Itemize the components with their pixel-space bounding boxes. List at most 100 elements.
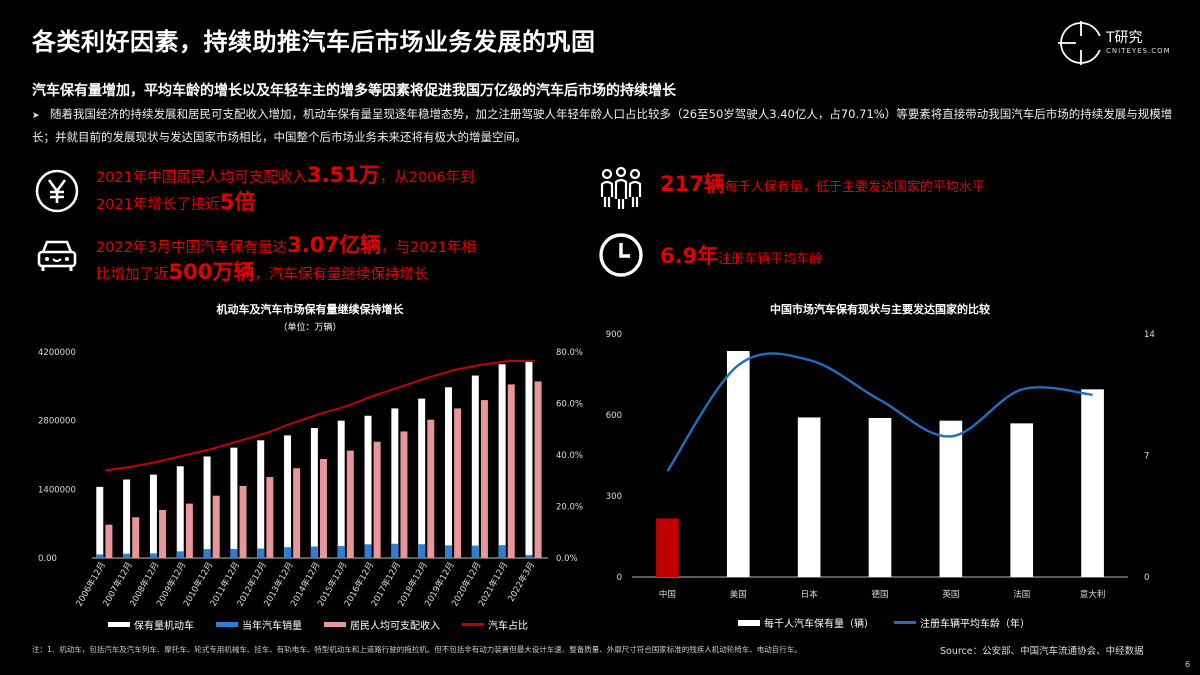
footnote: 注：1、机动车，包括汽车及汽车列车、摩托车、轮式专用机械车、挂车、有轨电车、特型… (32, 645, 802, 654)
bar-cars-per-thousand (868, 417, 892, 577)
bar-motor-vehicles (471, 375, 479, 558)
bar-car-sales (444, 545, 452, 558)
stat-income-growth: 5倍 (219, 190, 256, 214)
bar-motor-vehicles (257, 440, 265, 558)
y-tick-label: 0.00 (38, 554, 57, 564)
stat-income-text-1: 2021年中国居民人均可支配收入 (96, 170, 307, 186)
legend-label: 每千人汽车保有量（辆） (764, 619, 874, 630)
intro-paragraph: ➤ 随着我国经济的持续发展和居民可支配收入增加，机动车保有量呈现逐年稳增态势，加之… (32, 104, 1182, 148)
bar-motor-vehicles (96, 486, 104, 558)
y2-tick-label: 0 (1144, 573, 1149, 583)
bar-motor-vehicles (418, 398, 426, 558)
stat-cars: 2022年3月中国汽车保有量达3.07亿辆，与2021年相 比增加了近500万辆… (96, 233, 476, 287)
bar-motor-vehicles (203, 456, 211, 558)
y2-tick-label: 40.0% (556, 451, 583, 461)
stat-vehicle-age-value: 6.9年 (660, 244, 719, 268)
x-tick-label: 意大利 (1080, 589, 1106, 600)
bar-cars-per-thousand (656, 518, 679, 577)
left-chart: 0.00 1400000 2800000 4200000 0.0% 20.0% 40.0% 6… (38, 348, 583, 608)
bar-motor-vehicles (364, 415, 372, 558)
bar-disposable-income (159, 509, 167, 558)
bar-motor-vehicles (525, 360, 533, 558)
stat-per-thousand: 217辆每千人保有量，低于主要发达国家的平均水平 (660, 172, 985, 200)
legend-swatch (462, 623, 484, 626)
stat-vehicle-age: 6.9年注册车辆平均车龄 (660, 244, 822, 272)
page-title: 各类利好因素，持续助推汽车后市场业务发展的巩固 (32, 28, 596, 56)
bar-car-sales (310, 546, 318, 558)
bar-motor-vehicles (337, 420, 345, 558)
legend-label: 保有量机动车 (134, 621, 194, 632)
bar-car-sales (257, 548, 265, 558)
y-tick-label: 4200000 (38, 348, 76, 358)
clock-icon (599, 233, 643, 277)
legend-item-motor: 保有量机动车 (108, 617, 194, 632)
stat-per-thousand-value: 217辆 (660, 172, 725, 196)
bar-car-sales (337, 545, 345, 558)
left-legend: 保有量机动车 当年汽车销量 居民人均可支配收入 汽车占比 (108, 617, 528, 632)
stat-cars-increase: 500万辆 (168, 260, 255, 284)
bar-car-sales (471, 545, 479, 558)
legend-swatch (216, 622, 238, 627)
bar-car-sales (391, 543, 399, 558)
legend-item-per-thousand: 每千人汽车保有量（辆） (738, 615, 874, 630)
y2-tick-label: 14 (1144, 330, 1155, 340)
x-tick-label: 中国 (659, 589, 676, 600)
legend-swatch (324, 622, 346, 627)
y-tick-label: 300 (606, 492, 622, 502)
legend-label: 居民人均可支配收入 (350, 621, 440, 632)
stat-cars-text-3: 比增加了近 (96, 267, 169, 283)
logo-mark-icon (1058, 21, 1104, 65)
bar-disposable-income (507, 384, 515, 558)
legend-item-ratio: 汽车占比 (462, 617, 528, 632)
bar-cars-per-thousand (797, 417, 821, 577)
bar-car-sales (525, 555, 533, 558)
y2-tick-label: 60.0% (556, 400, 583, 410)
y-tick-label: 0 (617, 573, 622, 583)
stat-income-text-3: 2021年增长了接近 (96, 197, 220, 213)
bar-motor-vehicles (391, 408, 399, 558)
bar-car-sales (203, 549, 211, 558)
bar-disposable-income (480, 400, 488, 558)
right-chart-title: 中国市场汽车保有现状与主要发达国家的比较 (770, 303, 990, 316)
left-chart-unit: （单位：万辆） (278, 323, 342, 333)
legend-item-income: 居民人均可支配收入 (324, 617, 440, 632)
bar-disposable-income (266, 477, 274, 558)
brand-url: CNITEYES.COM (1106, 47, 1171, 55)
line-average-vehicle-age (666, 352, 1093, 472)
page-number: 6 (1185, 660, 1191, 669)
x-tick-label: 日本 (801, 589, 819, 600)
bar-motor-vehicles (230, 447, 238, 558)
bar-car-sales (176, 551, 184, 558)
legend-swatch (108, 622, 130, 627)
legend-label: 当年汽车销量 (242, 621, 302, 632)
bar-cars-per-thousand (1010, 423, 1034, 577)
stat-cars-text-1: 2022年3月中国汽车保有量达 (96, 240, 288, 256)
bar-cars-per-thousand (1081, 389, 1104, 577)
legend-swatch (894, 621, 916, 624)
bar-disposable-income (105, 524, 113, 558)
bar-motor-vehicles (498, 364, 506, 558)
car-icon (37, 240, 77, 271)
bar-motor-vehicles (176, 466, 184, 558)
stat-cars-text-2: ，与2021年相 (380, 240, 476, 256)
y2-tick-label: 0.0% (556, 554, 578, 564)
line-car-ratio (105, 360, 535, 472)
legend-label: 汽车占比 (488, 621, 528, 632)
bar-motor-vehicles (284, 435, 292, 558)
bar-disposable-income (239, 485, 247, 558)
bar-car-sales (96, 554, 104, 558)
stat-income-text-2: ，从2006年到 (379, 170, 475, 186)
sub-headline: 汽车保有量增加，平均车龄的增长以及年轻车主的增多等因素将促进我国万亿级的汽车后市… (32, 83, 676, 99)
bar-disposable-income (320, 458, 327, 558)
bar-car-sales (418, 544, 426, 558)
bar-disposable-income (400, 431, 408, 558)
y-tick-label: 1400000 (38, 485, 76, 495)
legend-swatch (738, 619, 760, 626)
legend-label: 注册车辆平均车龄（年） (920, 619, 1030, 630)
brand-logo: T研究 CNITEYES.COM (1058, 18, 1198, 68)
stat-cars-text-4: ，汽车保有量继续保持增长 (254, 267, 429, 283)
bar-disposable-income (185, 503, 193, 558)
y2-tick-label: 7 (1144, 452, 1149, 462)
bar-motor-vehicles (123, 479, 131, 558)
y2-tick-label: 80.0% (556, 348, 583, 358)
